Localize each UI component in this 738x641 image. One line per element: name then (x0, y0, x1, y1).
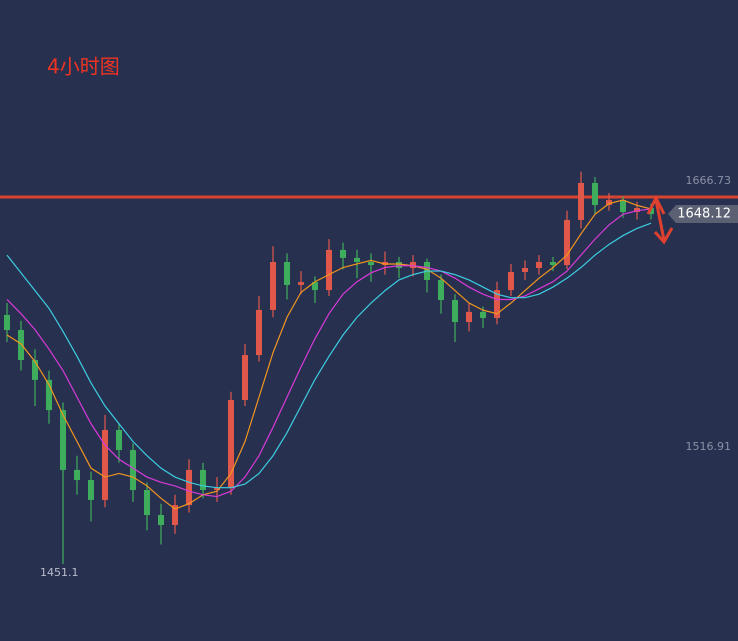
candle-body (634, 208, 640, 212)
candle-body (396, 262, 402, 269)
candle-body (172, 505, 178, 525)
moving-average (6, 199, 652, 510)
candle-body (312, 282, 318, 291)
chart-title: 4小时图 (47, 55, 120, 79)
candle-body (620, 200, 626, 212)
moving-average (6, 222, 652, 489)
low-label: 1451.1 (40, 566, 79, 579)
candle-body (88, 480, 94, 500)
candle-body (242, 355, 248, 400)
candle-body (60, 410, 66, 470)
candle-body (144, 489, 150, 516)
candle-body (592, 183, 598, 206)
candle-body (410, 262, 416, 269)
candle-body (284, 262, 290, 285)
candle-body (200, 469, 206, 490)
arrow-head (653, 227, 674, 245)
candle-body (326, 249, 332, 291)
candle-body (298, 282, 304, 285)
candle-body (438, 279, 444, 301)
arrow-up (646, 194, 666, 215)
candle-body (116, 429, 122, 451)
candle-body (158, 515, 164, 525)
candle-body (368, 262, 374, 266)
candle-body (74, 469, 80, 481)
arrow-shaft (654, 199, 666, 241)
candle-body (578, 183, 584, 220)
arrow (646, 194, 674, 245)
candle-body (536, 262, 542, 269)
candle-body (256, 309, 262, 356)
candle-body (466, 311, 472, 323)
candle-body (186, 469, 192, 506)
candle-body (550, 262, 556, 266)
candle-body (494, 290, 500, 318)
candle-body (270, 262, 276, 310)
candle-body (214, 488, 220, 490)
candle-body (46, 379, 52, 411)
candle-body (606, 200, 612, 206)
candle-body (452, 300, 458, 323)
candle-body (480, 311, 486, 318)
price-tag (668, 205, 738, 224)
candle-body (564, 219, 570, 266)
candle-body (522, 268, 528, 272)
candle-body (228, 399, 234, 489)
moving-average (6, 208, 652, 498)
candle-body (18, 330, 24, 361)
candle-body (102, 429, 108, 500)
y-tick-label: 1666.73 (686, 174, 732, 187)
candle-body (4, 314, 10, 331)
price-tag-label: 1648.12 (677, 207, 731, 222)
candle-body (130, 450, 136, 490)
candle-body (508, 271, 514, 291)
y-tick-label: 1516.91 (686, 440, 732, 453)
candle-body (340, 249, 346, 258)
candle-body (354, 257, 360, 263)
candle-body (32, 360, 38, 380)
